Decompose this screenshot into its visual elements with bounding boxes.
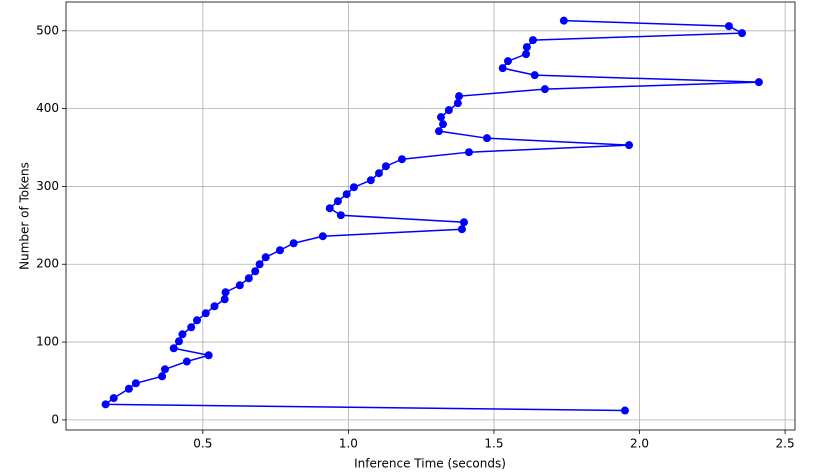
data-point xyxy=(333,197,342,206)
data-point xyxy=(459,218,468,227)
y-tick-label: 400 xyxy=(36,101,59,115)
data-point xyxy=(724,22,733,31)
data-point xyxy=(174,337,183,346)
data-point xyxy=(289,239,298,248)
data-point xyxy=(124,384,133,393)
data-point xyxy=(193,316,202,325)
data-point xyxy=(158,372,167,381)
data-point xyxy=(444,106,453,115)
data-point xyxy=(540,85,549,94)
data-point xyxy=(187,323,196,332)
data-point xyxy=(109,394,118,403)
data-point xyxy=(201,309,210,318)
data-point xyxy=(559,16,568,25)
data-point xyxy=(169,344,178,353)
y-tick-label: 300 xyxy=(36,179,59,193)
x-tick-label: 1.0 xyxy=(339,437,358,451)
y-tick-label: 500 xyxy=(36,23,59,37)
data-point xyxy=(336,211,345,220)
data-point xyxy=(178,330,187,339)
data-point xyxy=(210,302,219,311)
data-point xyxy=(464,148,473,157)
data-point xyxy=(397,155,406,164)
data-point xyxy=(620,406,629,415)
data-point xyxy=(131,379,140,388)
data-point xyxy=(349,183,358,192)
x-tick-label: 0.5 xyxy=(193,437,212,451)
data-point xyxy=(318,232,327,241)
data-point xyxy=(754,78,763,87)
data-point xyxy=(342,190,351,199)
plot-frame xyxy=(65,1,796,431)
data-point xyxy=(498,64,507,73)
data-point xyxy=(366,176,375,185)
data-point xyxy=(101,400,110,409)
y-tick-label: 100 xyxy=(36,335,59,349)
data-point xyxy=(455,92,464,101)
data-point xyxy=(453,99,462,108)
data-point xyxy=(522,43,531,52)
data-line xyxy=(103,19,759,412)
data-point xyxy=(325,204,334,213)
data-point xyxy=(436,113,445,122)
data-point xyxy=(625,141,634,150)
data-point xyxy=(275,246,284,255)
y-tick-label: 200 xyxy=(36,257,59,271)
data-point xyxy=(261,253,270,262)
data-point xyxy=(381,162,390,171)
y-tick-label: 0 xyxy=(51,412,59,426)
data-point xyxy=(244,274,253,283)
data-point xyxy=(204,351,213,360)
data-point xyxy=(251,267,260,276)
data-point xyxy=(439,120,448,129)
data-point xyxy=(182,357,191,366)
y-axis-title: Number of Tokens xyxy=(18,162,32,270)
data-point xyxy=(434,127,443,136)
data-point xyxy=(374,169,383,178)
data-point xyxy=(738,29,747,38)
x-tick-label: 2.5 xyxy=(776,437,795,451)
data-point xyxy=(160,365,169,374)
x-tick-label: 1.5 xyxy=(484,437,503,451)
data-point xyxy=(221,288,230,297)
data-point xyxy=(530,71,539,80)
data-point xyxy=(457,225,466,234)
x-tick-label: 2.0 xyxy=(630,437,649,451)
data-point xyxy=(503,57,512,66)
x-axis-title: Inference Time (seconds) xyxy=(354,457,506,471)
data-point xyxy=(521,50,530,59)
data-point xyxy=(235,281,244,290)
data-point xyxy=(482,134,491,143)
data-point xyxy=(220,295,229,304)
data-point xyxy=(528,36,537,45)
data-point xyxy=(255,260,264,269)
